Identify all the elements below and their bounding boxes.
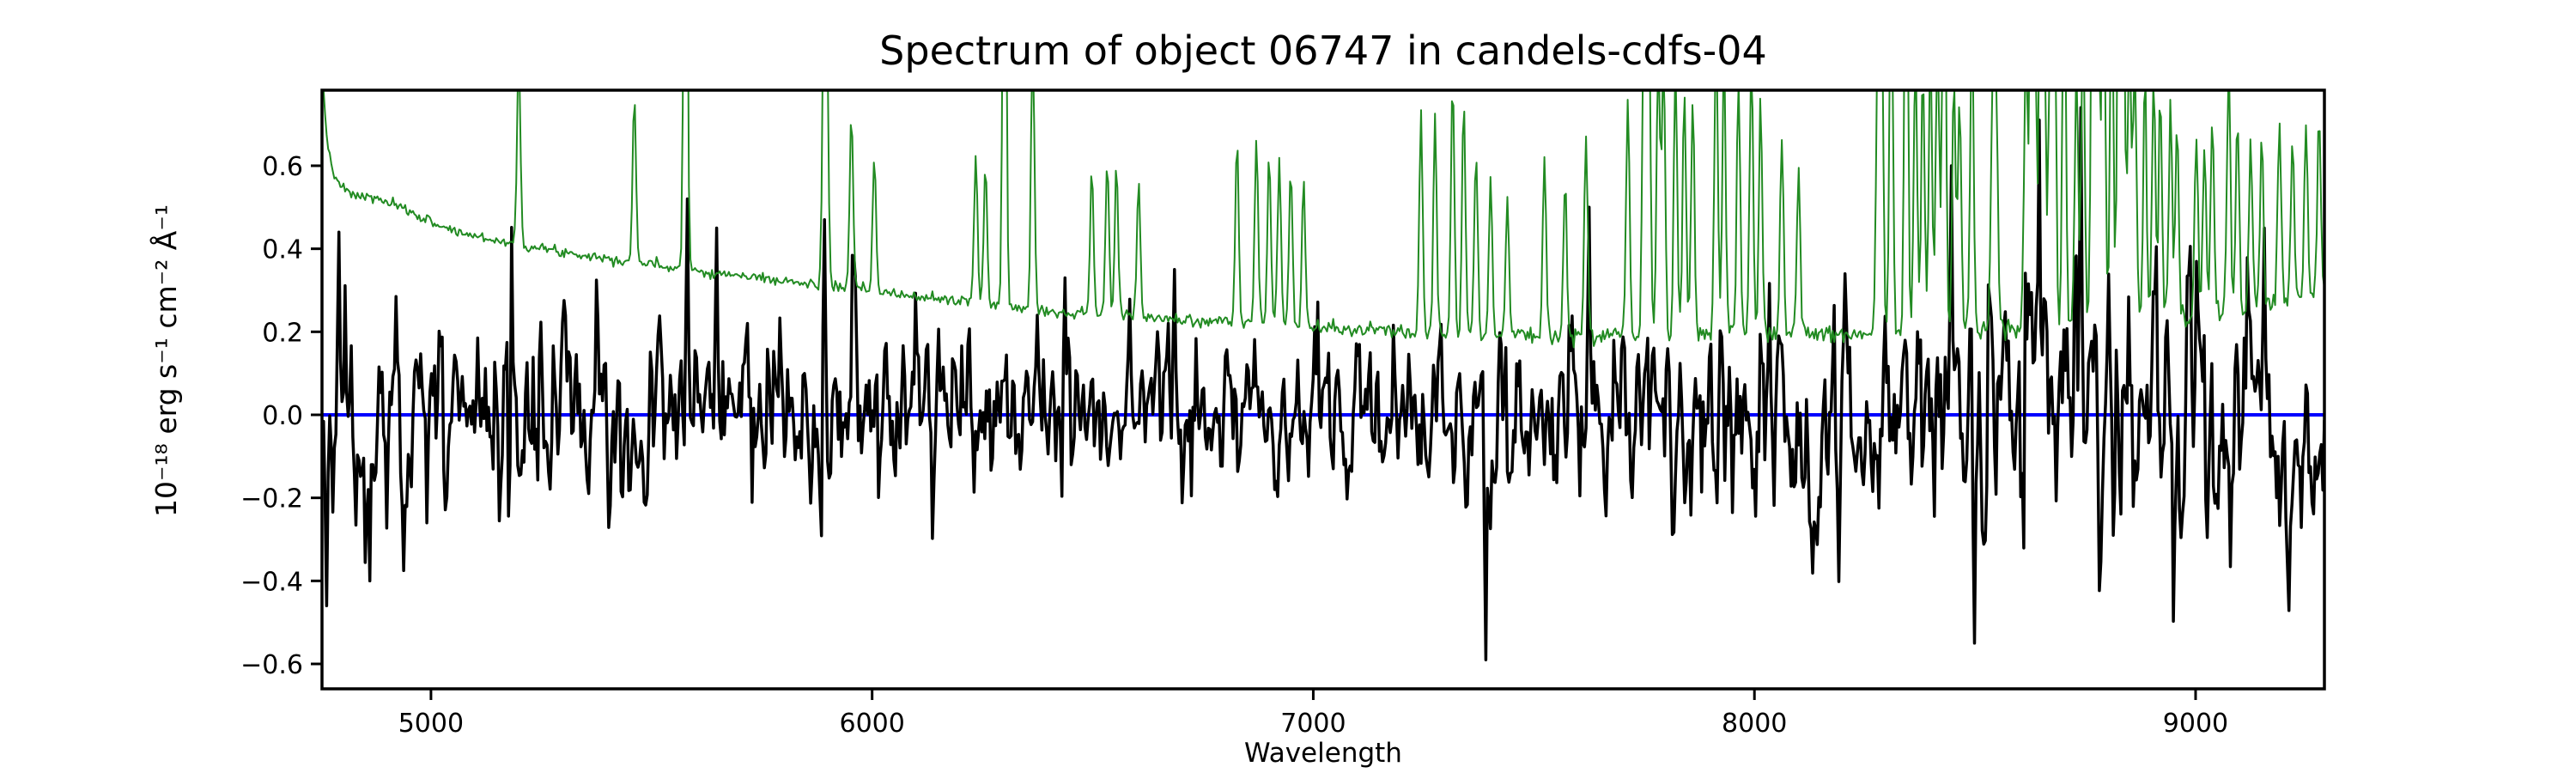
noise-spectrum-line xyxy=(322,90,2324,349)
x-tick-label: 8000 xyxy=(1722,709,1787,739)
y-tick-label: −0.4 xyxy=(240,567,303,597)
y-tick-label: 0.6 xyxy=(262,152,303,182)
y-tick-label: 0.4 xyxy=(262,235,303,265)
y-tick-label: −0.2 xyxy=(240,484,303,514)
y-tick-label: 0.0 xyxy=(262,401,303,431)
plot-title: Spectrum of object 06747 in candels-cdfs… xyxy=(879,27,1767,74)
y-tick-label: 0.2 xyxy=(262,318,303,348)
x-tick-label: 6000 xyxy=(839,709,904,739)
plot-series xyxy=(322,90,2324,661)
axis-ticks: 5000 6000 7000 8000 9000 0.6 0.4 0.2 0.0 −0.2 −0.4… xyxy=(240,152,2228,739)
x-tick-label: 5000 xyxy=(398,709,464,739)
axes-frame xyxy=(320,88,2326,691)
x-axis-label: Wavelength xyxy=(1244,738,1402,769)
y-axis-label: 10⁻¹⁸ erg s⁻¹ cm⁻² Å⁻¹ xyxy=(149,204,183,517)
x-tick-label: 7000 xyxy=(1280,709,1346,739)
y-tick-label: −0.6 xyxy=(240,650,303,680)
flux-spectrum-line xyxy=(322,106,2324,661)
x-tick-label: 9000 xyxy=(2163,709,2228,739)
